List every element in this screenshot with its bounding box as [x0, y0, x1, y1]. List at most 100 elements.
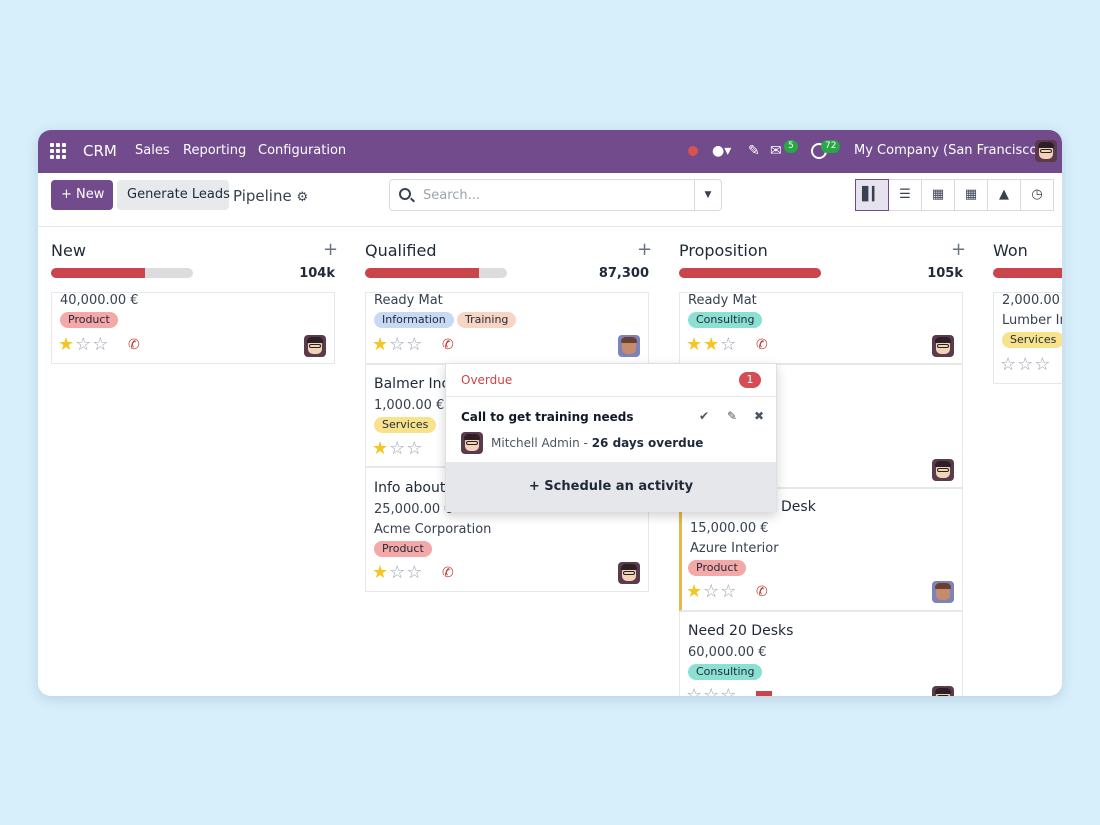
pivot-view-button[interactable]: ▦ — [954, 179, 988, 211]
kanban-card[interactable]: 2,000.00 € Lumber Inc Services ☆☆☆ — [993, 292, 1062, 384]
card-amount: 25,000.00 € — [374, 502, 453, 517]
add-card-icon[interactable]: + — [951, 239, 967, 260]
priority-stars[interactable]: ★☆☆ — [686, 581, 738, 602]
priority-stars[interactable]: ★★☆ — [686, 334, 738, 355]
tag-information: Information — [374, 312, 454, 328]
priority-stars[interactable]: ☆☆☆ — [686, 685, 738, 697]
tag-services: Services — [1002, 332, 1062, 348]
salesperson-avatar — [932, 581, 954, 603]
kanban-card[interactable]: Desk 15,000.00 € Azure Interior Product … — [679, 488, 963, 611]
search-icon — [399, 188, 411, 200]
search-input[interactable]: Search... — [423, 188, 481, 203]
breadcrumb: Pipeline ⚙ — [233, 187, 308, 205]
card-company: Acme Corporation — [374, 522, 492, 537]
control-panel: + New Generate Leads Pipeline ⚙ Search..… — [38, 173, 1062, 227]
overdue-label: Overdue — [461, 373, 513, 387]
kanban-view-button[interactable]: ▋▎ — [855, 179, 889, 211]
column-total: 87,300 — [598, 266, 649, 281]
plus-icon: + — [528, 479, 545, 494]
tag-product: Product — [688, 560, 746, 576]
card-company: Lumber Inc — [1002, 313, 1062, 328]
card-amount: 60,000.00 € — [688, 645, 767, 660]
apps-menu-icon[interactable] — [50, 143, 66, 159]
column-progress-bar[interactable] — [993, 268, 1062, 278]
priority-stars[interactable]: ★☆☆ — [372, 562, 424, 583]
phone-activity-icon[interactable]: ✆ — [128, 337, 140, 353]
tag-training: Training — [457, 312, 517, 328]
kanban-card[interactable]: Ready Mat Information Training ★☆☆ ✆ — [365, 292, 649, 364]
column-progress-bar[interactable] — [51, 268, 193, 278]
email-activity-icon[interactable] — [756, 691, 772, 696]
salesperson-avatar — [618, 335, 640, 357]
activity-view-button[interactable]: ◷ — [1020, 179, 1054, 211]
kanban-card[interactable]: Ready Mat Consulting ★★☆ ✆ — [679, 292, 963, 364]
drop-icon[interactable]: ●▾ — [712, 143, 732, 159]
priority-stars[interactable]: ★☆☆ — [58, 334, 110, 355]
schedule-activity-button[interactable]: + Schedule an activity — [446, 462, 776, 512]
app-window: CRM Sales Reporting Configuration ●▾ ✎ ✉… — [38, 130, 1062, 696]
pencil-icon[interactable]: ✎ — [748, 143, 760, 159]
priority-stars[interactable]: ★☆☆ — [372, 334, 424, 355]
tag-consulting: Consulting — [688, 664, 763, 680]
app-title[interactable]: CRM — [83, 142, 117, 160]
column-title: Proposition — [679, 241, 768, 260]
assignee-name: Mitchell Admin — [491, 436, 580, 450]
top-navbar: CRM Sales Reporting Configuration ●▾ ✎ ✉… — [38, 130, 1062, 173]
activity-popover: Overdue 1 Call to get training needs ✔ ✎… — [445, 363, 777, 512]
mark-done-icon[interactable]: ✔ — [699, 409, 710, 423]
column-title: New — [51, 241, 86, 260]
salesperson-avatar — [304, 335, 326, 357]
graph-view-button[interactable]: ▲ — [987, 179, 1021, 211]
salesperson-avatar — [932, 335, 954, 357]
salesperson-avatar — [618, 562, 640, 584]
cancel-icon[interactable]: ✖ — [754, 409, 765, 423]
generate-leads-button[interactable]: Generate Leads — [117, 180, 230, 210]
menu-sales[interactable]: Sales — [135, 143, 170, 158]
card-title: Need 20 Desks — [688, 623, 794, 639]
overdue-count-badge: 1 — [739, 372, 761, 388]
priority-stars[interactable]: ★☆☆ — [372, 438, 424, 459]
activity-summary[interactable]: Call to get training needs — [461, 410, 634, 424]
phone-activity-icon[interactable]: ✆ — [442, 565, 454, 581]
user-avatar[interactable] — [1035, 140, 1057, 162]
record-dot-icon[interactable] — [688, 146, 698, 156]
phone-activity-icon[interactable]: ✆ — [756, 584, 768, 600]
add-card-icon[interactable]: + — [323, 239, 339, 260]
column-total: 105k — [927, 266, 963, 281]
list-view-button[interactable]: ☰ — [888, 179, 922, 211]
menu-configuration[interactable]: Configuration — [258, 143, 347, 158]
kanban-card[interactable]: Need 20 Desks 60,000.00 € Consulting ☆☆☆ — [679, 611, 963, 696]
column-progress-bar[interactable] — [679, 268, 821, 278]
activity-user-avatar — [461, 432, 483, 454]
phone-activity-icon[interactable]: ✆ — [442, 337, 454, 353]
schedule-label: Schedule an activity — [544, 479, 694, 494]
tag-product: Product — [374, 541, 432, 557]
tag-services: Services — [374, 417, 437, 433]
tag-product: Product — [60, 312, 118, 328]
search-dropdown-toggle[interactable]: ▼ — [694, 180, 721, 210]
company-switcher[interactable]: My Company (San Francisco) — [854, 143, 1043, 158]
priority-stars[interactable]: ☆☆☆ — [1000, 354, 1052, 375]
calendar-view-button[interactable]: ▦ — [921, 179, 955, 211]
card-amount: 40,000.00 € — [60, 293, 139, 308]
menu-reporting[interactable]: Reporting — [183, 143, 247, 158]
edit-icon[interactable]: ✎ — [727, 409, 738, 423]
activity-icon: ◷ — [1031, 187, 1043, 202]
kanban-icon: ▋▎ — [862, 187, 882, 202]
search-bar[interactable]: Search... ▼ — [389, 179, 722, 211]
salesperson-avatar — [932, 459, 954, 481]
popover-header: Overdue 1 — [446, 364, 776, 397]
chat-icon[interactable]: ✉ — [770, 143, 782, 159]
column-total: 104k — [299, 266, 335, 281]
gear-icon[interactable]: ⚙ — [296, 190, 309, 205]
add-card-icon[interactable]: + — [637, 239, 653, 260]
salesperson-avatar — [932, 686, 954, 696]
new-button[interactable]: + New — [51, 180, 113, 210]
card-title: Desk — [781, 499, 816, 515]
card-amount: 1,000.00 € — [374, 398, 445, 413]
kanban-card[interactable]: 40,000.00 € Product ★☆☆ ✆ — [51, 292, 335, 364]
pivot-icon: ▦ — [964, 187, 978, 202]
column-progress-bar[interactable] — [365, 268, 507, 278]
graph-icon: ▲ — [999, 187, 1009, 202]
phone-activity-icon[interactable]: ✆ — [756, 337, 768, 353]
